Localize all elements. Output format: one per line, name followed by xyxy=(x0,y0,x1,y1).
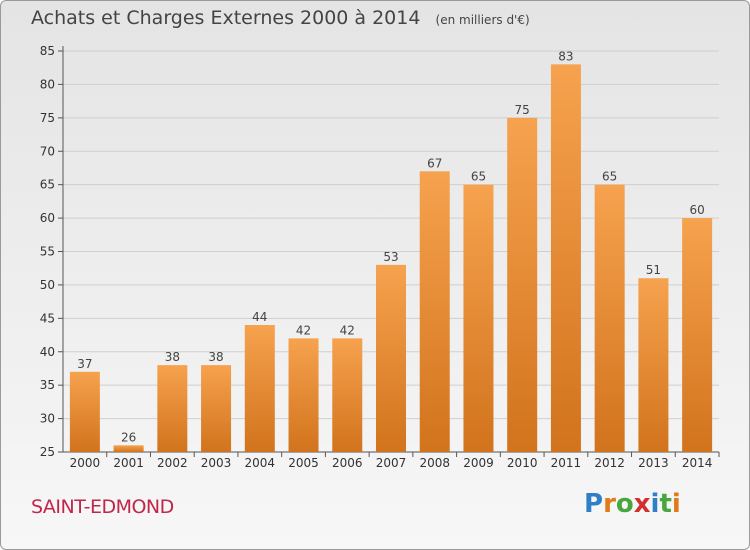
bar xyxy=(638,278,669,452)
y-tick-label: 65 xyxy=(40,178,55,192)
data-label: 38 xyxy=(165,350,180,364)
y-tick-label: 45 xyxy=(40,311,55,325)
logo-letter: t xyxy=(659,489,672,519)
x-tick-label: 2003 xyxy=(201,456,232,470)
labels: 2000 37 2001 26 2002 38 2003 38 2004 44 2005 42 2006… xyxy=(70,49,713,470)
data-label: 75 xyxy=(515,103,530,117)
x-tick-label: 2012 xyxy=(594,456,625,470)
x-tick-label: 2007 xyxy=(376,456,407,470)
bar xyxy=(157,365,188,452)
bar xyxy=(244,325,275,452)
data-label: 37 xyxy=(77,357,92,371)
data-label: 26 xyxy=(121,430,136,444)
logo-letter: r xyxy=(603,489,616,519)
y-tick-label: 55 xyxy=(40,245,55,259)
bars xyxy=(69,64,713,453)
x-tick-label: 2005 xyxy=(288,456,319,470)
bar xyxy=(376,264,406,452)
y-tick-label: 60 xyxy=(40,211,55,225)
bar xyxy=(682,218,713,452)
logo-letter: i xyxy=(671,489,681,519)
x-tick-label: 2008 xyxy=(419,456,450,470)
x-tick-label: 2014 xyxy=(682,456,713,470)
logo-letter: o xyxy=(615,489,634,519)
x-tick-label: 2002 xyxy=(157,456,188,470)
data-label: 38 xyxy=(208,350,223,364)
bar xyxy=(594,184,625,452)
data-label: 65 xyxy=(602,170,617,184)
y-tick-label: 25 xyxy=(40,445,55,459)
bar xyxy=(288,338,319,452)
data-label: 42 xyxy=(296,323,311,337)
x-tick-label: 2006 xyxy=(332,456,363,470)
data-label: 42 xyxy=(340,323,355,337)
y-tick-label: 80 xyxy=(40,77,55,91)
y-tick-label: 35 xyxy=(40,378,55,392)
y-tick-label: 40 xyxy=(40,345,55,359)
data-label: 53 xyxy=(383,250,398,264)
commune-name: SAINT-EDMOND xyxy=(31,496,174,518)
bar xyxy=(463,184,494,452)
y-tick-label: 85 xyxy=(40,44,55,58)
y-tick-label: 50 xyxy=(40,278,55,292)
data-label: 44 xyxy=(252,310,267,324)
data-label: 65 xyxy=(471,170,486,184)
logo-letter: i xyxy=(650,489,660,519)
x-tick-label: 2000 xyxy=(70,456,101,470)
data-label: 51 xyxy=(646,263,661,277)
bar xyxy=(113,445,144,452)
y-tick-label: 75 xyxy=(40,111,55,125)
x-tick-label: 2013 xyxy=(638,456,669,470)
bar xyxy=(419,171,450,453)
chart-unit: (en milliers d'€) xyxy=(435,13,530,27)
y-tick-label: 30 xyxy=(40,412,55,426)
bar xyxy=(550,64,581,452)
bar xyxy=(507,117,538,452)
chart-title-line: Achats et Charges Externes 2000 à 2014 (… xyxy=(31,7,530,29)
x-tick-label: 2004 xyxy=(245,456,276,470)
bar xyxy=(201,365,232,452)
axes: 25 30 35 40 45 50 55 60 65 70 75 80 85 xyxy=(40,44,720,459)
x-tick-label: 2010 xyxy=(507,456,538,470)
bar xyxy=(69,371,100,452)
proxiti-logo: Proxiti xyxy=(584,489,681,519)
chart-title: Achats et Charges Externes 2000 à 2014 xyxy=(31,7,421,29)
bar xyxy=(332,338,363,452)
y-tick-label: 70 xyxy=(40,144,55,158)
x-tick-label: 2009 xyxy=(463,456,494,470)
data-label: 60 xyxy=(689,203,704,217)
data-label: 67 xyxy=(427,156,442,170)
logo-letter: x xyxy=(633,489,651,519)
x-tick-label: 2011 xyxy=(551,456,582,470)
logo-letter: P xyxy=(584,489,604,519)
data-label: 83 xyxy=(558,49,573,63)
x-tick-label: 2001 xyxy=(113,456,144,470)
